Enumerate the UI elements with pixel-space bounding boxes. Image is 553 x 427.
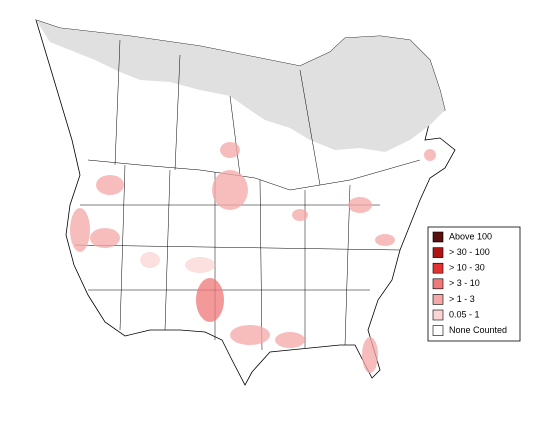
abundance-area [230,325,270,345]
abundance-area [196,278,224,322]
abundance-area [275,332,305,348]
legend-swatch [432,278,444,290]
abundance-area [424,149,436,161]
border [164,169,171,331]
legend-label: 0.05 - 1 [449,309,480,319]
abundance-area [185,257,215,273]
abundance-area [375,234,395,246]
abundance-area [292,209,308,221]
abundance-area [212,170,248,210]
legend-swatch [432,247,444,258]
border [259,179,263,351]
legend-box [427,226,521,342]
abundance-area [362,337,378,373]
border [87,159,421,191]
abundance-area [90,228,120,248]
abundance-area [348,197,372,213]
abundance-area [96,175,124,195]
legend-swatch [432,309,444,321]
legend-swatch [432,325,444,336]
legend-label: > 10 - 30 [449,263,485,273]
border [229,95,241,176]
abundance-area [70,208,90,252]
legend-label: > 1 - 3 [449,294,475,304]
border [174,54,181,171]
legend: Above 100 > 30 - 100 > 10 - 30 > 3 - 10 > 1 … [427,226,521,342]
border [114,39,121,166]
abundance-area [220,142,240,158]
legend-label: > 30 - 100 [449,247,490,257]
abundance [70,142,436,373]
legend-swatch [432,231,444,243]
legend-label: > 3 - 10 [449,278,480,288]
land [35,19,456,386]
snow-region [36,20,445,152]
legend-label: Above 100 [449,231,492,241]
border [74,244,401,251]
legend-swatch [432,294,444,305]
abundance-area [140,252,160,268]
border [344,184,351,346]
legend-label: None Counted [449,325,507,335]
border [119,164,126,331]
border [299,69,321,186]
legend-swatch [432,262,444,274]
